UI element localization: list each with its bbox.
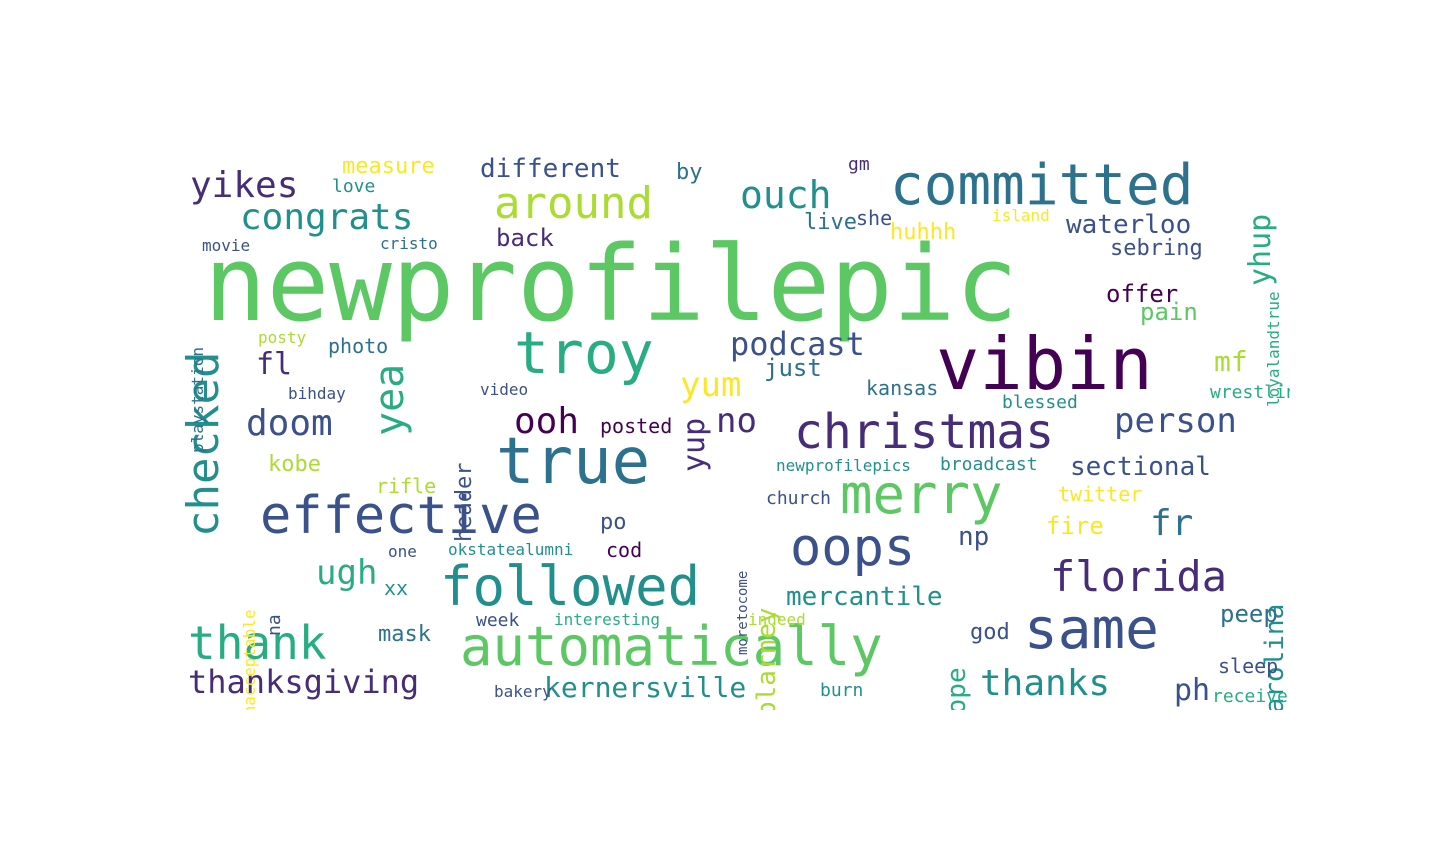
cloud-word: bihday xyxy=(288,384,346,403)
cloud-word: around xyxy=(494,178,653,229)
cloud-word: sebring xyxy=(1110,236,1203,261)
cloud-word: god xyxy=(970,620,1010,645)
cloud-word: oops xyxy=(790,518,916,578)
cloud-word: blessed xyxy=(1002,392,1078,413)
cloud-word: person xyxy=(1114,401,1237,441)
cloud-word: kernersville xyxy=(544,671,747,704)
cloud-word: yikes xyxy=(190,165,299,206)
cloud-word: nope xyxy=(942,667,972,710)
cloud-word: yhup xyxy=(1243,214,1278,287)
cloud-word: photo xyxy=(328,334,389,358)
cloud-word: same xyxy=(1024,597,1159,662)
cloud-word: week xyxy=(476,610,520,631)
cloud-word: wrestling xyxy=(1210,382,1290,403)
cloud-word: pain xyxy=(1140,298,1198,326)
cloud-word: back xyxy=(496,224,554,252)
cloud-word: moretocome xyxy=(735,570,751,655)
cloud-word: just xyxy=(764,354,822,382)
cloud-word: cod xyxy=(606,538,643,562)
cloud-word: loyalandtrue xyxy=(1264,291,1283,408)
cloud-word: interesting xyxy=(554,610,660,629)
cloud-word: measure xyxy=(342,154,435,179)
cloud-word: island xyxy=(992,206,1050,225)
cloud-word: indeed xyxy=(748,610,806,629)
cloud-word: she xyxy=(856,206,893,230)
cloud-word: christmas xyxy=(794,404,1055,460)
cloud-word: na xyxy=(264,614,285,637)
cloud-word: true xyxy=(496,425,651,499)
cloud-word: xx xyxy=(384,576,409,600)
cloud-word: live xyxy=(804,210,857,235)
cloud-word: header xyxy=(452,462,477,542)
word-cloud: newprofilepic committed vibin troy true chris… xyxy=(184,150,1290,710)
cloud-word: peep xyxy=(1220,600,1278,628)
cloud-word: sectional xyxy=(1070,452,1211,482)
cloud-word: vibin xyxy=(936,322,1153,406)
cloud-word: gm xyxy=(848,154,870,175)
cloud-word: church xyxy=(766,488,832,509)
cloud-word: ugh xyxy=(316,553,378,593)
cloud-word: merry xyxy=(840,463,1003,526)
cloud-word: podcast xyxy=(730,325,865,363)
cloud-word: effective xyxy=(260,486,542,546)
cloud-word: thanksgiving xyxy=(188,663,420,701)
cloud-word: yum xyxy=(680,365,742,405)
cloud-word: no xyxy=(716,401,757,441)
cloud-word: kansas xyxy=(866,376,939,400)
cloud-word: love xyxy=(332,176,376,197)
cloud-word: mf xyxy=(1214,345,1248,378)
cloud-word: posted xyxy=(600,414,673,438)
cloud-word: posty xyxy=(258,328,307,347)
cloud-word: np xyxy=(958,522,990,552)
cloud-word: different xyxy=(480,154,621,184)
cloud-word: cristo xyxy=(380,234,438,253)
cloud-word: mask xyxy=(378,622,431,647)
cloud-word: huhhh xyxy=(890,220,957,245)
cloud-word: troy xyxy=(514,319,654,387)
cloud-word: movie xyxy=(202,236,251,255)
cloud-word: playstation xyxy=(188,347,207,454)
cloud-word: broadcast xyxy=(940,454,1038,475)
cloud-word: blarney xyxy=(752,607,782,710)
cloud-word: rifle xyxy=(376,474,437,498)
cloud-word: receive xyxy=(1212,686,1288,707)
cloud-word: twitter xyxy=(1058,482,1143,506)
cloud-word: fr xyxy=(1150,503,1194,544)
cloud-word: bakery xyxy=(494,682,552,701)
cloud-word: kobe xyxy=(268,452,321,477)
cloud-word: fl xyxy=(256,347,293,382)
cloud-word: ph xyxy=(1174,673,1211,708)
cloud-word: followed xyxy=(440,555,701,618)
cloud-word: automatically xyxy=(460,615,883,678)
cloud-word: okstatealumni xyxy=(448,540,574,559)
cloud-word: offer xyxy=(1106,280,1179,308)
cloud-word: thank xyxy=(188,616,327,670)
cloud-word: thanks xyxy=(980,663,1111,704)
cloud-word: fire xyxy=(1046,512,1104,540)
cloud-word: video xyxy=(480,380,529,399)
cloud-word: yup xyxy=(677,417,712,472)
cloud-word: committed xyxy=(890,153,1194,218)
cloud-word: doom xyxy=(246,403,333,444)
cloud-word: yea xyxy=(367,364,413,437)
cloud-word: waterloo xyxy=(1066,210,1192,240)
cloud-word: burn xyxy=(820,680,864,701)
cloud-word: newprofilepics xyxy=(776,456,911,475)
cloud-word: newprofilepic xyxy=(204,223,1018,345)
cloud-word: one xyxy=(388,542,417,561)
cloud-word: ooh xyxy=(514,401,580,442)
cloud-word: po xyxy=(600,510,627,535)
cloud-word: florida xyxy=(1050,552,1228,601)
cloud-word: congrats xyxy=(240,197,414,238)
cloud-word: ouch xyxy=(740,173,832,217)
cloud-word: sleep xyxy=(1218,654,1279,678)
cloud-word: by xyxy=(676,160,703,185)
cloud-word: mercantile xyxy=(786,582,943,612)
cloud-word: unacceptable xyxy=(240,609,259,710)
